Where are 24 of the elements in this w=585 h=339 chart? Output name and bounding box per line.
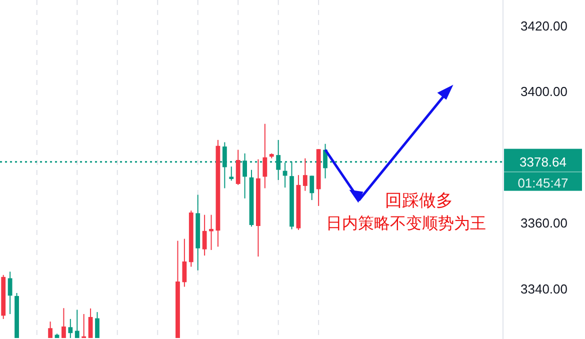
candlestick <box>68 318 73 339</box>
y-tick-label: 3360.00 <box>520 216 568 231</box>
candlestick <box>8 271 12 315</box>
candlestick <box>229 166 234 182</box>
candlestick <box>95 312 100 339</box>
candlestick <box>262 123 268 189</box>
candlestick <box>310 175 314 201</box>
candlestick <box>236 149 240 186</box>
candlestick <box>82 314 86 339</box>
candlestick <box>74 309 80 339</box>
candlestick <box>202 214 207 256</box>
y-tick-label: 3340.00 <box>520 281 568 296</box>
candlestick <box>88 308 93 339</box>
candlestick <box>182 238 187 288</box>
annotation: 回踩做多 <box>385 190 453 211</box>
candlestick <box>209 214 214 250</box>
candlestick <box>62 308 66 339</box>
text: 01:45:47 <box>518 175 568 190</box>
candlestick <box>48 321 52 339</box>
y-tick-label: 3420.00 <box>520 18 568 34</box>
annotation: 日内策略不变顺势为王 <box>326 214 486 233</box>
y-tick-label: 3400.00 <box>520 84 568 100</box>
ref-line-label: 3378.64 <box>520 154 566 170</box>
candlestick <box>302 158 308 192</box>
